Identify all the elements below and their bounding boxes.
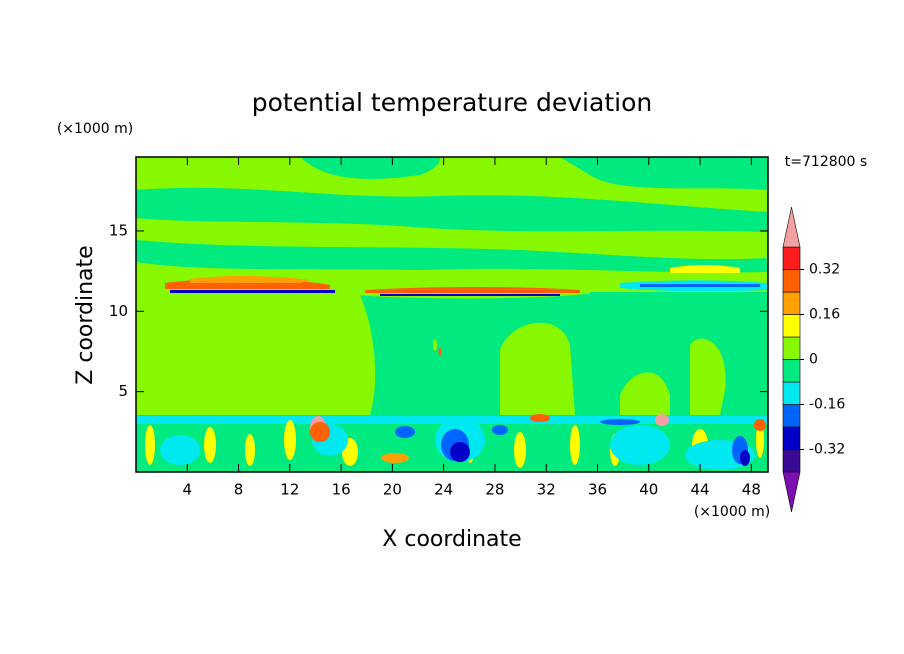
contour-region	[245, 434, 255, 466]
x-axis-label: X coordinate	[382, 527, 521, 552]
colorbar-band	[782, 426, 801, 450]
x-tick-label: 16	[332, 481, 351, 499]
x-tick-label: 48	[742, 481, 761, 499]
colorbar-label: -0.32	[809, 442, 845, 458]
contour-region	[690, 338, 726, 415]
contour-region	[560, 157, 768, 190]
contour-region	[670, 265, 740, 273]
contour-region	[610, 425, 670, 465]
colorbar-band	[782, 246, 801, 270]
contour-region	[438, 348, 442, 356]
contour-region	[570, 425, 580, 465]
contour-region	[395, 426, 415, 438]
x-tick-label: 36	[588, 481, 607, 499]
x-tick-label: 8	[234, 481, 244, 499]
x-tick-label: 4	[183, 481, 193, 499]
colorbar-label: 0.32	[809, 262, 840, 278]
colorbar-band	[782, 291, 801, 315]
y-tick-label: 10	[109, 302, 128, 320]
time-annotation: t=712800 s	[785, 154, 867, 170]
x-tick-label: 12	[280, 481, 299, 499]
colorbar-label: 0	[809, 352, 818, 368]
colorbar-band	[782, 336, 801, 360]
chart-title: potential temperature deviation	[252, 88, 652, 117]
contour-region	[145, 425, 155, 465]
contour-region	[284, 420, 296, 460]
colorbar-label: 0.16	[809, 307, 840, 323]
colorbar-band	[782, 404, 801, 428]
y-axis-label: Z coordinate	[73, 245, 98, 384]
contour-region	[640, 284, 760, 287]
contour-region	[380, 294, 560, 296]
contour-region	[381, 453, 409, 463]
contour-region	[500, 322, 575, 415]
contour-region	[160, 435, 200, 465]
contour-region	[365, 287, 580, 293]
colorbar-band	[782, 359, 801, 383]
x-tick-label: 32	[537, 481, 556, 499]
y-tick-label: 15	[109, 221, 128, 239]
contour-region	[740, 450, 750, 466]
contour-region	[450, 442, 470, 462]
x-tick-label: 20	[383, 481, 402, 499]
x-unit: (×1000 m)	[694, 504, 770, 520]
contour-region	[756, 422, 764, 458]
colorbar-band	[782, 449, 801, 473]
colorbar-band	[782, 381, 801, 405]
colorbar-band	[782, 314, 801, 338]
contour-region	[170, 290, 335, 293]
plot-frame	[135, 156, 769, 473]
colorbar-band	[782, 269, 801, 293]
y-tick-label: 5	[118, 382, 128, 400]
contour-region	[620, 372, 670, 415]
x-tick-label: 24	[434, 481, 453, 499]
x-tick-label: 44	[691, 481, 710, 499]
y-unit: (×1000 m)	[57, 121, 133, 137]
contour-region	[590, 292, 768, 415]
contour-region	[600, 419, 640, 425]
x-tick-label: 40	[639, 481, 658, 499]
contour-region	[190, 276, 310, 283]
contour-region	[433, 339, 437, 351]
contour-region	[300, 157, 440, 179]
contour-region	[530, 414, 550, 422]
x-tick-label: 28	[485, 481, 504, 499]
contour-region	[514, 432, 526, 468]
contour-region	[136, 187, 768, 232]
contour-region	[204, 427, 216, 463]
colorbar-bottom	[782, 471, 801, 513]
contour-region	[136, 240, 768, 273]
contour-region	[754, 419, 766, 431]
contour-region	[655, 414, 669, 426]
contour-region	[492, 425, 508, 435]
contour-field	[136, 157, 768, 472]
colorbar-label: -0.16	[809, 397, 845, 413]
colorbar-top	[782, 206, 801, 248]
contour-region	[310, 422, 330, 442]
